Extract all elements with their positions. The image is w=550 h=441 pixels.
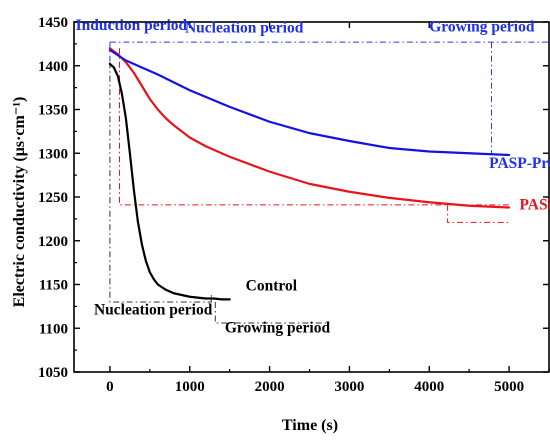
x-axis-title: Time (s) <box>282 417 338 434</box>
y-tick-label: 1050 <box>38 365 68 381</box>
annotation-label: Induction period <box>76 17 188 34</box>
red-nucleation-guide <box>119 48 510 206</box>
red-growing-guide <box>447 204 510 223</box>
y-axis-title: Electric conductivity (μs·cm⁻¹) <box>11 97 28 308</box>
series-line-control <box>108 62 231 301</box>
annotation-label: PASP <box>519 196 550 213</box>
annotation-label: Growing period <box>225 320 331 337</box>
annotation-label: Nucleation period <box>94 301 213 318</box>
axis-ticks: 0 1000 2000 3000 4000 5000 1050 1100 1150 1200 125… <box>38 15 550 395</box>
x-tick-label: 2000 <box>255 379 285 395</box>
y-tick-label: 1200 <box>38 234 68 250</box>
x-tick-label: 4000 <box>414 379 444 395</box>
y-tick-label: 1300 <box>38 146 68 162</box>
y-tick-label: 1350 <box>38 103 68 119</box>
annotation-label: Growing period <box>429 19 535 36</box>
x-tick-label: 3000 <box>334 379 364 395</box>
series-line-pasp-pro <box>108 48 511 157</box>
annotation-label: Nucleation period <box>185 20 304 37</box>
series-group <box>108 47 511 301</box>
y-tick-label: 1150 <box>39 278 68 294</box>
y-tick-label: 1250 <box>38 190 68 206</box>
annotation-label: Control <box>246 278 298 295</box>
y-tick-label: 1100 <box>39 321 68 337</box>
x-tick-label: 0 <box>106 379 114 395</box>
series-line-pasp <box>108 47 511 209</box>
black-nucleation-guide <box>109 62 212 303</box>
black-growing-guide <box>214 302 330 324</box>
y-tick-label: 1450 <box>38 15 68 31</box>
x-tick-label: 5000 <box>494 379 524 395</box>
period-guide-lines <box>109 41 549 324</box>
y-tick-label: 1400 <box>38 59 68 75</box>
x-tick-label: 1000 <box>175 379 205 395</box>
annotation-label: PASP-Pro <box>489 155 550 172</box>
